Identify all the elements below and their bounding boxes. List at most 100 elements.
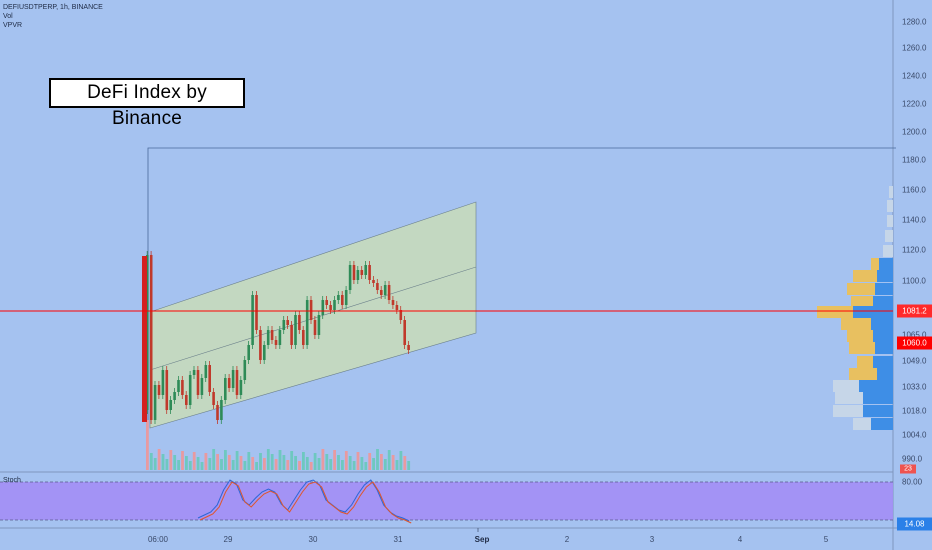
price-label: 1240.0: [902, 71, 927, 81]
price-label: 1120.0: [902, 245, 926, 255]
candle-body: [380, 290, 383, 295]
vpvr-bar: [887, 215, 893, 227]
volume-bar: [321, 449, 325, 470]
candle-body: [270, 330, 274, 340]
candle-body: [372, 280, 375, 283]
volume-bar: [247, 452, 251, 470]
price-label: 1033.0: [902, 382, 927, 392]
candle-body: [337, 295, 340, 300]
volume-bars: [146, 420, 411, 470]
stoch-upper-value: 80.00: [902, 477, 923, 487]
price-label: 1200.0: [902, 127, 927, 137]
candle-body: [200, 378, 204, 395]
volume-bar: [391, 455, 395, 470]
candle-body: [177, 380, 180, 392]
candle-body: [185, 395, 188, 405]
volume-bar: [399, 451, 403, 470]
volume-bar: [259, 453, 262, 470]
candle-body: [399, 310, 403, 320]
vpvr-bar: [833, 405, 863, 417]
volume-bar: [372, 458, 375, 470]
volume-bar: [333, 450, 336, 470]
stoch-indicator-label[interactable]: Stoch: [3, 477, 21, 484]
volume-bar: [169, 450, 173, 470]
candle-body: [325, 300, 328, 305]
vpvr-bar: [847, 330, 873, 342]
vpvr-bar-up: [873, 296, 893, 308]
price-label: 1260.0: [902, 43, 927, 53]
vpvr-bar-up: [875, 283, 893, 295]
volume-bar: [302, 452, 305, 470]
indicator-vpvr[interactable]: VPVR: [3, 22, 23, 29]
volume-bar: [165, 459, 169, 470]
candle-body: [181, 380, 184, 395]
vpvr-bar: [857, 356, 873, 368]
volume-bar: [305, 457, 309, 470]
time-label: 30: [308, 535, 318, 544]
time-label: 06:00: [147, 535, 169, 544]
indicator-vol[interactable]: Vol: [3, 13, 13, 20]
volume-bar: [356, 452, 360, 470]
candle-body: [286, 320, 289, 325]
price-label: 990.0: [902, 454, 923, 464]
price-label: 1180.0: [902, 155, 926, 165]
candle-body: [235, 370, 239, 395]
time-label: Sep: [474, 535, 490, 544]
vpvr-bar-up: [871, 418, 893, 430]
vpvr-bar-up: [877, 270, 893, 282]
candle-body: [302, 330, 305, 345]
volume-bar: [224, 450, 227, 470]
candle-body: [294, 315, 297, 345]
volume-bar: [208, 458, 212, 470]
candle-body: [407, 345, 410, 350]
vpvr-bar-up: [853, 306, 893, 318]
candle-body: [403, 320, 406, 345]
price-label: 1049.0: [902, 356, 927, 366]
vpvr-bar: [851, 296, 873, 308]
candle-body: [157, 385, 161, 395]
candle-body: [290, 325, 293, 345]
candle-body: [212, 392, 215, 405]
volume-bar: [383, 459, 387, 470]
candle-body: [196, 370, 200, 395]
volume-bar: [368, 453, 372, 470]
vpvr-bar: [853, 270, 877, 282]
candle-body: [161, 370, 165, 395]
vpvr-bar-up: [873, 330, 893, 342]
volume-bar: [407, 461, 411, 470]
volume-bar: [216, 454, 219, 470]
volume-bar: [255, 462, 258, 470]
candle-body: [239, 380, 243, 395]
price-label: 1220.0: [902, 99, 927, 109]
candle-body: [146, 255, 149, 410]
volume-bar: [286, 460, 290, 470]
volume-bar: [185, 456, 188, 470]
vpvr-bar: [847, 283, 875, 295]
stoch-k-line: [197, 479, 410, 522]
vpvr-bar: [887, 200, 893, 212]
candle-body: [305, 300, 309, 345]
candle-body: [376, 283, 379, 290]
candle-body: [356, 270, 360, 280]
symbol-header[interactable]: DEFIUSDTPERP, 1h, BINANCE: [3, 4, 103, 11]
volume-bar: [325, 454, 329, 470]
candle-body: [216, 405, 219, 420]
candle-body: [391, 300, 395, 305]
volume-bar: [181, 451, 184, 470]
candle-body: [231, 370, 235, 388]
candle-body: [274, 340, 278, 345]
candle-body: [204, 365, 208, 378]
vpvr-bar: [849, 368, 877, 380]
vpvr-bar: [853, 418, 871, 430]
chart-title-annotation[interactable]: DeFi Index by Binance: [49, 78, 245, 129]
price-label: 1100.0: [902, 276, 926, 286]
candle-body: [317, 315, 321, 335]
volume-bar: [146, 420, 149, 470]
vpvr-bar-up: [879, 258, 893, 270]
volume-bar: [161, 454, 165, 470]
candle-body: [208, 365, 211, 392]
volume-bar: [243, 461, 247, 470]
volume-bar: [387, 450, 391, 470]
volume-bar: [212, 449, 216, 470]
